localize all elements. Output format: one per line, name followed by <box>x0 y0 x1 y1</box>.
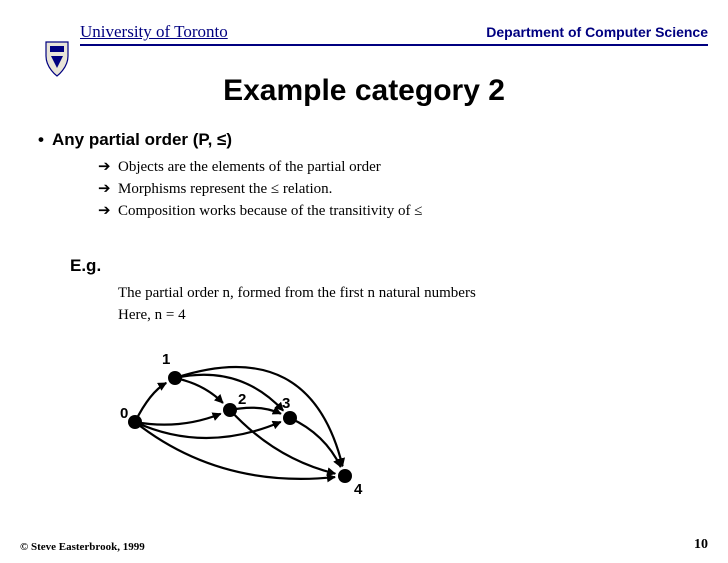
diagram-edge <box>230 410 335 474</box>
partial-order-diagram: 0 1 2 3 4 <box>110 334 410 524</box>
diagram-edge <box>230 408 281 414</box>
diagram-svg: 0 1 2 3 4 <box>110 334 410 524</box>
university-crest-icon <box>42 40 72 78</box>
diagram-edge <box>135 422 335 479</box>
diagram-node-label: 0 <box>120 405 128 422</box>
diagram-edge <box>175 378 223 403</box>
example-line: The partial order n, formed from the fir… <box>118 282 476 304</box>
sub-bullet-text: Morphisms represent the ≤ relation. <box>118 181 332 197</box>
diagram-node <box>128 415 142 429</box>
university-name: University of Toronto <box>80 22 228 42</box>
diagram-node-label: 1 <box>162 351 170 368</box>
example-description: The partial order n, formed from the fir… <box>118 282 476 326</box>
slide-title: Example category 2 <box>0 74 728 108</box>
sub-bullet: ➔ Objects are the elements of the partia… <box>118 156 422 178</box>
example-label: E.g. <box>70 256 101 276</box>
copyright-text: © Steve Easterbrook, 1999 <box>20 541 145 553</box>
diagram-node <box>338 469 352 483</box>
diagram-node <box>223 403 237 417</box>
diagram-node <box>168 371 182 385</box>
diagram-node-label: 4 <box>354 481 363 498</box>
arrow-right-icon: ➔ <box>98 178 111 200</box>
diagram-edge <box>135 414 221 425</box>
arrow-right-icon: ➔ <box>98 156 111 178</box>
page-number: 10 <box>694 537 708 553</box>
main-bullet: • Any partial order (P, ≤) <box>52 130 232 150</box>
bullet-dot-icon: • <box>38 130 44 150</box>
diagram-edge <box>135 383 166 422</box>
sub-bullet-list: ➔ Objects are the elements of the partia… <box>118 156 422 222</box>
main-bullet-text: Any partial order (P, ≤) <box>52 130 232 149</box>
diagram-edge <box>175 367 343 466</box>
example-line: Here, n = 4 <box>118 304 476 326</box>
diagram-node-label: 2 <box>238 391 246 408</box>
sub-bullet: ➔ Morphisms represent the ≤ relation. <box>118 178 422 200</box>
diagram-node-label: 3 <box>282 395 290 412</box>
arrow-right-icon: ➔ <box>98 200 111 222</box>
diagram-node <box>283 411 297 425</box>
sub-bullet: ➔ Composition works because of the trans… <box>118 200 422 222</box>
header-underline <box>80 44 708 46</box>
sub-bullet-text: Objects are the elements of the partial … <box>118 159 381 175</box>
sub-bullet-text: Composition works because of the transit… <box>118 203 422 219</box>
department-name: Department of Computer Science <box>486 24 708 40</box>
